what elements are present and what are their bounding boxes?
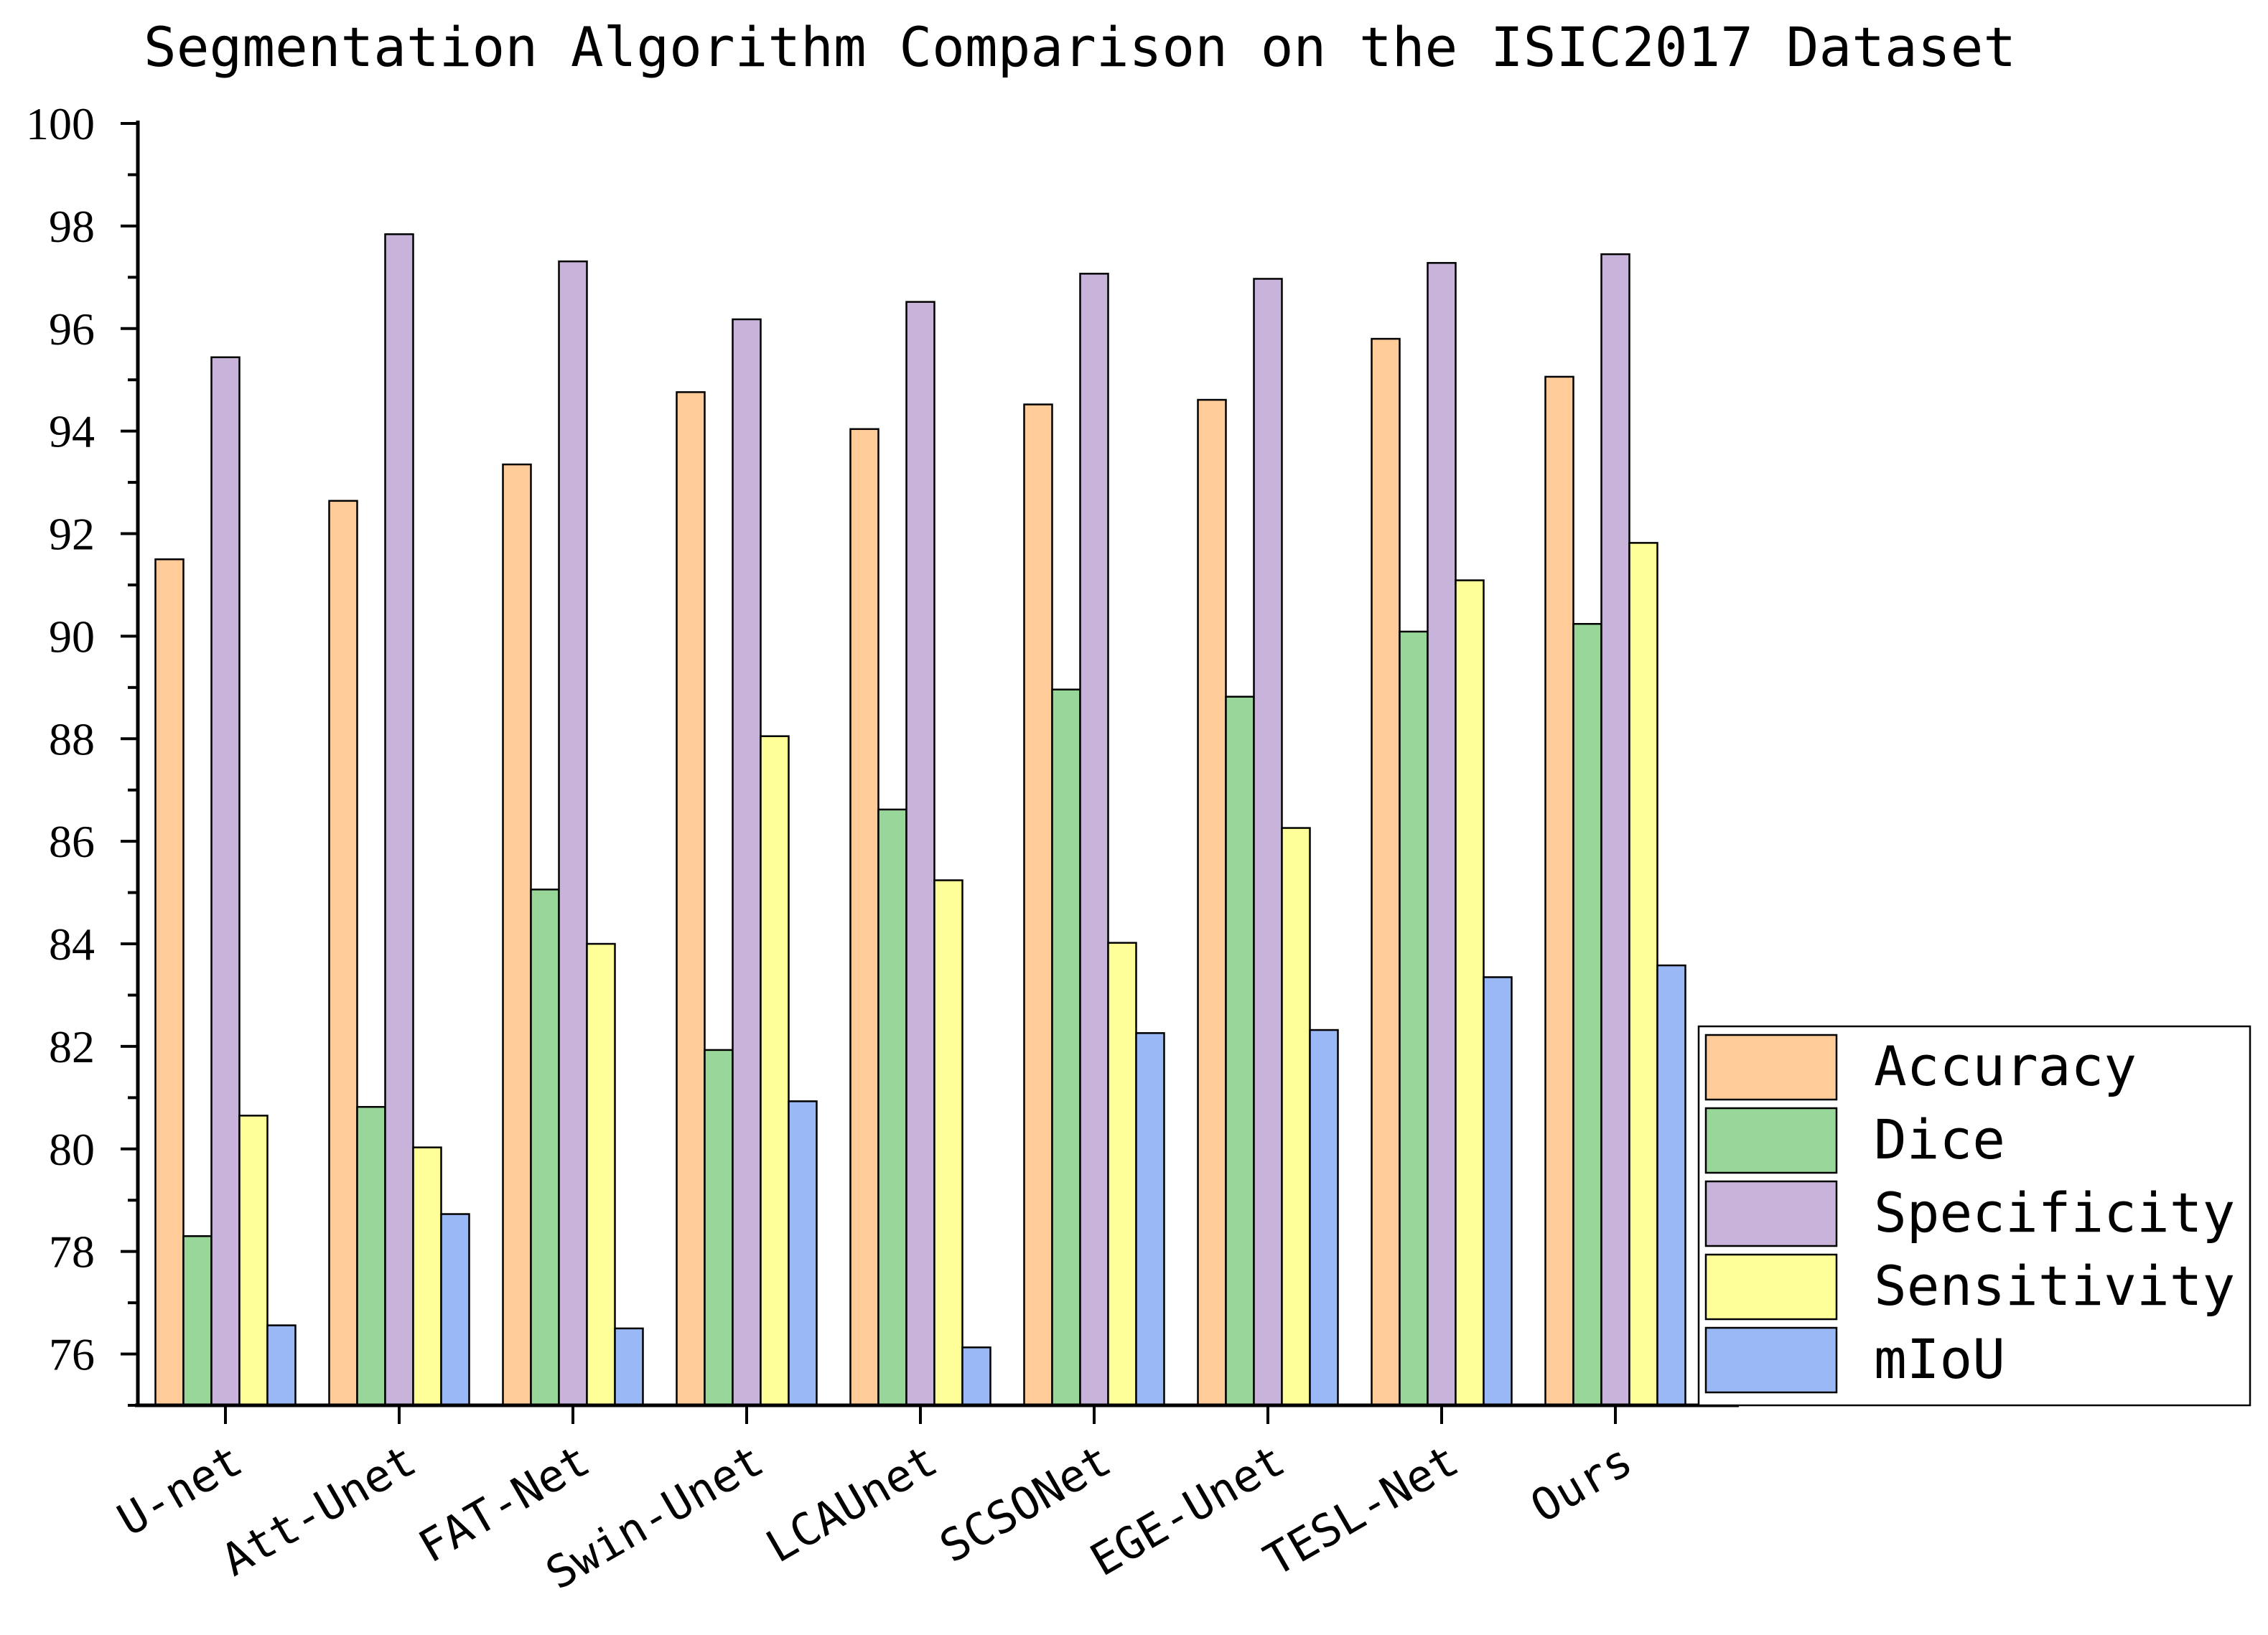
legend-label-sensitivity: Sensitivity — [1874, 1254, 2235, 1318]
bar-miou-lcaunet — [961, 1346, 991, 1407]
legend: Accuracy Dice Specificity Sensitivity mIoU — [1697, 1025, 2251, 1407]
bar-dice-fat-net — [530, 889, 560, 1407]
y-tick-label: 94 — [49, 406, 95, 457]
x-tick-label: Att-Unet — [213, 1434, 424, 1587]
bar-specificity-tesl-net — [1427, 262, 1457, 1407]
bar-miou-ours — [1656, 964, 1686, 1407]
bar-dice-swin-unet — [704, 1049, 734, 1407]
bar-accuracy-scsonet — [1023, 403, 1053, 1407]
y-tick-label: 80 — [49, 1124, 95, 1175]
bar-miou-scsonet — [1135, 1032, 1165, 1407]
bar-specificity-att-unet — [384, 233, 414, 1407]
bar-accuracy-ege-unet — [1197, 398, 1227, 1407]
y-tick-label: 86 — [49, 816, 95, 867]
bar-dice-att-unet — [356, 1105, 386, 1407]
y-tick-label: 96 — [49, 304, 95, 355]
bar-specificity-fat-net — [558, 260, 588, 1407]
bar-specificity-scsonet — [1079, 273, 1109, 1407]
bar-sensitivity-scsonet — [1107, 942, 1137, 1407]
bar-sensitivity-tesl-net — [1455, 579, 1485, 1407]
legend-label-specificity: Specificity — [1874, 1181, 2235, 1245]
bar-specificity-ours — [1600, 253, 1630, 1407]
y-tick-label: 82 — [49, 1021, 95, 1072]
bar-accuracy-att-unet — [328, 500, 358, 1407]
legend-label-dice: Dice — [1874, 1107, 2005, 1171]
bar-sensitivity-swin-unet — [760, 735, 790, 1407]
bar-dice-lcaunet — [877, 808, 907, 1407]
bar-dice-tesl-net — [1399, 630, 1429, 1407]
bar-specificity-ege-unet — [1253, 278, 1283, 1407]
y-tick-label: 92 — [49, 509, 95, 560]
bar-sensitivity-att-unet — [412, 1146, 442, 1407]
bar-accuracy-u-net — [154, 558, 185, 1407]
y-tick-label: 98 — [49, 201, 95, 252]
bar-specificity-swin-unet — [732, 318, 762, 1407]
legend-label-accuracy: Accuracy — [1874, 1034, 2137, 1098]
chart-title: Segmentation Algorithm Comparison on the… — [144, 15, 2016, 79]
bar-miou-swin-unet — [788, 1100, 818, 1407]
bar-accuracy-ours — [1544, 375, 1574, 1407]
y-tick-label: 76 — [49, 1329, 95, 1380]
x-tick-label: LCAUnet — [757, 1434, 946, 1573]
bar-sensitivity-lcaunet — [933, 879, 963, 1407]
bar-accuracy-lcaunet — [849, 428, 879, 1407]
bar-dice-ours — [1572, 623, 1602, 1407]
bar-miou-fat-net — [614, 1327, 644, 1407]
bar-specificity-u-net — [210, 356, 241, 1407]
y-tick-label: 100 — [26, 98, 95, 149]
bar-accuracy-tesl-net — [1371, 337, 1401, 1407]
y-tick-label: 90 — [49, 611, 95, 662]
bar-specificity-lcaunet — [905, 301, 935, 1407]
bar-accuracy-fat-net — [502, 463, 532, 1407]
x-tick-label: U-net — [108, 1434, 251, 1547]
x-tick-label: Ours — [1522, 1434, 1641, 1533]
bar-sensitivity-ege-unet — [1281, 827, 1311, 1407]
y-tick-label: 88 — [49, 713, 95, 764]
bar-accuracy-swin-unet — [676, 391, 706, 1407]
x-tick-label: TESL-Net — [1255, 1434, 1467, 1587]
bar-miou-u-net — [266, 1324, 297, 1407]
bar-sensitivity-u-net — [238, 1115, 269, 1407]
x-tick-label: EGE-Unet — [1081, 1434, 1293, 1587]
legend-swatch-specificity — [1704, 1180, 1838, 1247]
y-tick-label: 84 — [49, 919, 95, 970]
bar-miou-ege-unet — [1309, 1029, 1339, 1407]
bar-dice-ege-unet — [1225, 695, 1255, 1407]
bar-dice-scsonet — [1051, 688, 1081, 1407]
bar-dice-u-net — [182, 1235, 213, 1407]
bar-miou-tesl-net — [1483, 976, 1513, 1407]
legend-swatch-accuracy — [1704, 1034, 1838, 1101]
legend-label-miou: mIoU — [1874, 1327, 2005, 1391]
bar-sensitivity-fat-net — [586, 942, 616, 1407]
legend-swatch-dice — [1704, 1107, 1838, 1174]
bar-sensitivity-ours — [1628, 542, 1658, 1407]
legend-swatch-miou — [1704, 1326, 1838, 1394]
bar-miou-att-unet — [440, 1213, 470, 1407]
bars-layer — [154, 233, 1686, 1407]
y-tick-label: 78 — [49, 1227, 95, 1278]
legend-swatch-sensitivity — [1704, 1253, 1838, 1321]
